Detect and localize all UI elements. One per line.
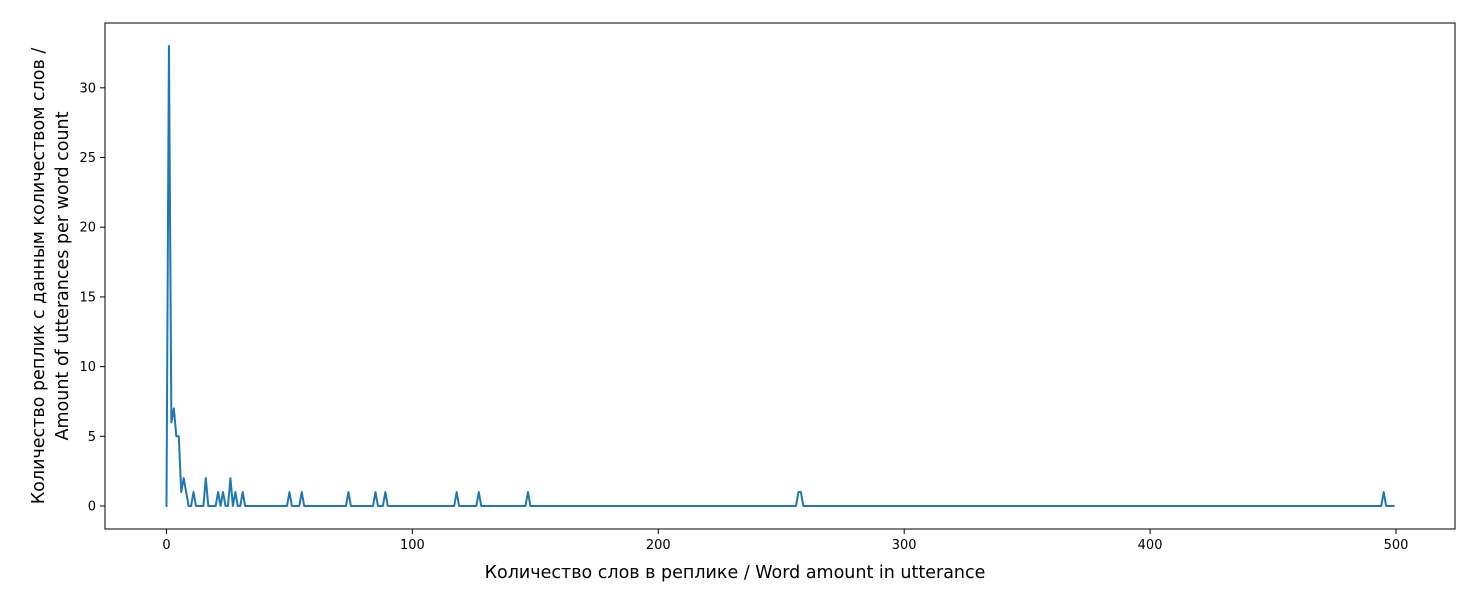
y-tick-label: 5: [88, 430, 96, 445]
x-tick-label: 400: [1138, 538, 1163, 553]
series-line: [165, 45, 1395, 508]
y-axis-ticks: 0 5 10 15 20 25 30: [79, 81, 105, 515]
y-tick-label: 20: [79, 221, 96, 236]
y-tick-label: 10: [79, 360, 96, 375]
x-axis-label: Количество слов в реплике / Word amount …: [485, 563, 986, 583]
x-tick-label: 0: [162, 538, 170, 553]
y-axis-label-line-2: Amount of utterances per word count: [53, 111, 73, 440]
plot-area: [105, 23, 1455, 529]
x-tick-label: 500: [1384, 538, 1409, 553]
plot-frame: [104, 22, 1456, 530]
x-tick-label: 100: [400, 538, 425, 553]
x-tick-label: 200: [646, 538, 671, 553]
y-tick-label: 30: [79, 81, 96, 96]
y-tick-label: 0: [88, 500, 96, 515]
y-tick-label: 15: [79, 290, 96, 305]
y-tick-label: 25: [79, 151, 96, 166]
x-axis-ticks: 0 100 200 300 400 500: [162, 529, 1408, 553]
y-axis-label-line-1: Количество реплик с данным количеством с…: [29, 48, 49, 505]
x-tick-label: 300: [892, 538, 917, 553]
